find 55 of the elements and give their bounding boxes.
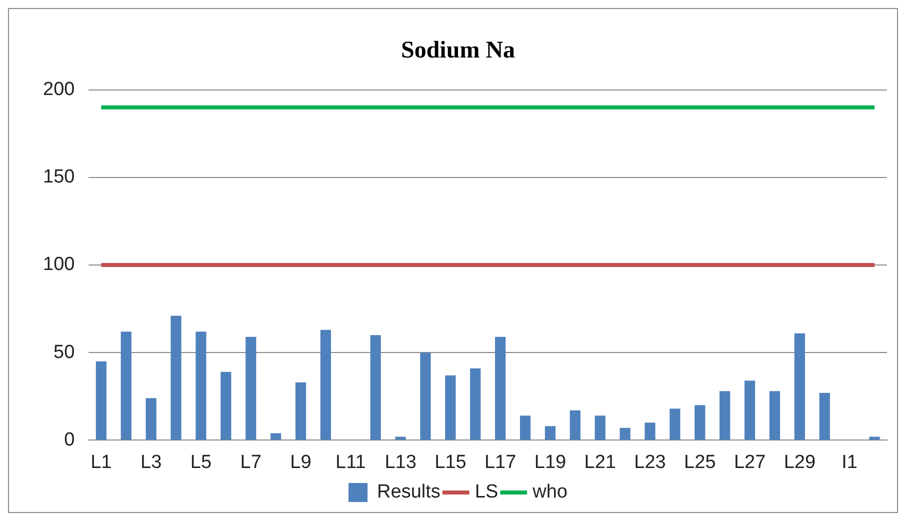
y-tick-label: 0 (64, 429, 75, 450)
bar (96, 361, 106, 440)
bar (320, 330, 331, 440)
x-tick-label: L3 (140, 452, 162, 473)
x-tick-label: L1 (90, 452, 112, 473)
legend-label: who (532, 482, 568, 503)
x-tick-label: L25 (684, 452, 716, 473)
bar (495, 336, 506, 440)
y-tick-label: 200 (43, 79, 75, 100)
chart-title: Sodium Na (400, 38, 516, 64)
bar (769, 391, 780, 440)
bar (670, 408, 680, 440)
bar (295, 382, 306, 440)
x-tick-label: L19 (534, 452, 566, 473)
bar (270, 433, 282, 440)
x-tick-label: L7 (240, 452, 262, 473)
bar (246, 336, 256, 440)
bar (694, 405, 706, 440)
x-tick-label: L11 (335, 452, 366, 473)
x-tick-label: L17 (484, 452, 516, 473)
bar (196, 332, 206, 440)
bar (794, 333, 805, 440)
x-tick-label: L13 (384, 452, 416, 473)
bar (620, 428, 630, 440)
x-tick-label: L21 (584, 452, 616, 473)
x-tick-label: L29 (784, 452, 816, 473)
bar (370, 335, 381, 440)
y-tick-label: 100 (43, 254, 75, 276)
x-tick-label: I1 (842, 452, 858, 473)
x-tick-label: L9 (290, 452, 312, 473)
bar (819, 392, 830, 440)
bar (644, 422, 656, 440)
bar (420, 352, 431, 440)
bar (570, 410, 580, 440)
bar (445, 375, 456, 440)
x-tick-label: L27 (734, 452, 766, 473)
bar (470, 368, 481, 440)
bar (220, 372, 232, 440)
bar (146, 398, 156, 440)
bar (170, 316, 182, 440)
legend-label: Results (377, 482, 440, 503)
x-tick-label: L15 (434, 452, 466, 473)
y-tick-label: 50 (54, 342, 75, 363)
bar (544, 426, 556, 440)
bar (594, 416, 606, 440)
x-tick-label: L23 (634, 452, 666, 473)
bar (395, 436, 406, 440)
bar (120, 332, 132, 440)
x-tick-label: L5 (190, 452, 212, 473)
y-tick-label: 150 (43, 166, 75, 188)
bar (869, 436, 880, 440)
bar (720, 391, 730, 440)
bar (520, 416, 531, 440)
bar (744, 380, 756, 440)
legend-label: LS (474, 482, 498, 503)
